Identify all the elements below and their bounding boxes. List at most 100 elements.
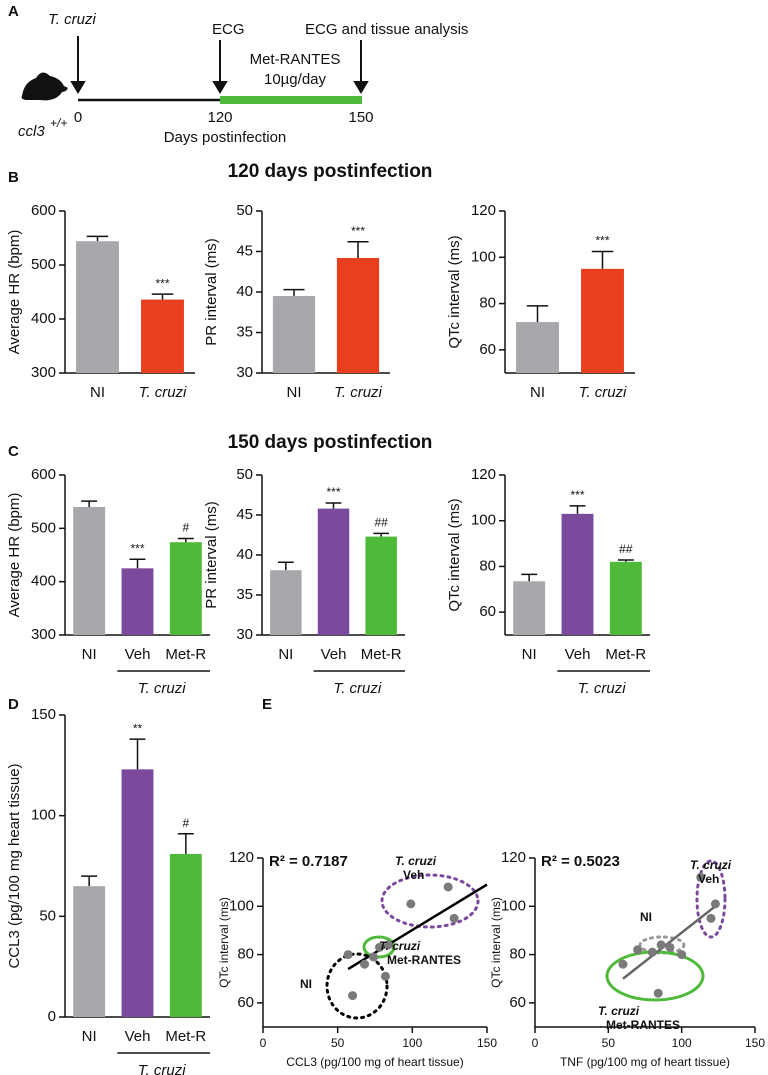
point — [348, 991, 358, 1001]
y-tick-label: 400 — [31, 310, 56, 327]
bar — [516, 322, 559, 373]
point — [677, 950, 687, 960]
bar — [581, 268, 624, 373]
y-tick-label: 30 — [236, 364, 253, 381]
bar — [513, 581, 546, 635]
annotation: R² = 0.5023 — [541, 853, 620, 870]
y-tick-label: 100 — [31, 807, 56, 824]
point — [374, 942, 384, 952]
group-label: NI — [640, 910, 652, 924]
mouse-icon — [21, 72, 68, 101]
group-label: T. cruzi — [379, 939, 421, 953]
y-tick-label: 60 — [479, 603, 496, 620]
y-tick-label: 60 — [509, 994, 526, 1011]
y-tick-label: 35 — [236, 323, 253, 340]
y-tick-label: 80 — [479, 557, 496, 574]
bar — [317, 508, 350, 635]
x-tick-label: T. cruzi — [139, 384, 187, 401]
group-label: T. cruzi — [395, 854, 437, 868]
bar — [365, 536, 397, 635]
point — [449, 913, 459, 923]
y-tick-label: 100 — [501, 897, 526, 914]
arrows — [70, 36, 369, 94]
y-tick-label: 500 — [31, 256, 56, 273]
group-label: Met-RANTES — [387, 953, 461, 967]
bar — [121, 769, 154, 1017]
point — [380, 971, 390, 981]
point — [710, 899, 720, 909]
x-axis-label: TNF (pg/100 mg of heart tissue) — [560, 1055, 730, 1069]
y-tick-label: 60 — [237, 994, 254, 1011]
y-tick-label: 50 — [236, 202, 253, 219]
strain-label: ccl3 — [18, 123, 45, 140]
bar — [73, 886, 106, 1017]
y-tick-label: 35 — [236, 586, 253, 603]
x-tick-label: T. cruzi — [334, 384, 382, 401]
panel-label: A — [8, 3, 19, 20]
group-label: Veh — [403, 868, 424, 882]
y-tick-label: 120 — [501, 849, 526, 866]
point — [360, 959, 370, 969]
annotation: R² = 0.7187 — [269, 853, 348, 870]
significance-label: *** — [130, 541, 144, 555]
y-tick-label: 0 — [48, 1008, 56, 1025]
bar — [169, 853, 202, 1017]
point — [647, 947, 657, 957]
day-label: 0 — [74, 109, 82, 126]
x-tick-label: 0 — [260, 1036, 267, 1050]
y-tick-label: 120 — [471, 466, 496, 483]
point — [706, 913, 716, 923]
bar — [76, 241, 119, 373]
y-tick-label: 40 — [236, 283, 253, 300]
y-tick-label: 30 — [236, 626, 253, 643]
bar — [121, 568, 154, 635]
group-label: T. cruzi — [578, 680, 626, 697]
timeline: T. cruzi ECG ECG and tissue analysis Met… — [18, 11, 468, 146]
y-axis-label: Average HR (bpm) — [6, 493, 23, 618]
x-tick-label: Met-R — [165, 646, 206, 663]
point — [653, 988, 663, 998]
panel-label: D — [8, 696, 19, 713]
point — [383, 940, 393, 950]
exam-label: ECG — [212, 21, 245, 38]
x-tick-label: 50 — [331, 1036, 345, 1050]
significance-label: *** — [595, 234, 609, 248]
x-tick-label: NI — [287, 384, 302, 401]
y-tick-label: 40 — [236, 546, 253, 563]
y-tick-label: 500 — [31, 519, 56, 536]
group-ellipses — [325, 859, 727, 1020]
y-axis-label: QTc interval (ms) — [446, 498, 463, 611]
x-tick-label: Veh — [565, 646, 591, 663]
bar — [270, 570, 302, 635]
x-tick-label: NI — [278, 646, 293, 663]
significance-label: *** — [570, 488, 584, 502]
y-axis-label: QTc interval (ms) — [446, 235, 463, 348]
y-tick-label: 300 — [31, 626, 56, 643]
y-tick-label: 100 — [471, 248, 496, 265]
group-label: NI — [300, 977, 312, 991]
day-label: 150 — [348, 109, 373, 126]
x-tick-label: NI — [530, 384, 545, 401]
y-axis-label: Average HR (bpm) — [6, 230, 23, 355]
x-tick-label: Veh — [125, 646, 151, 663]
bar — [141, 299, 184, 373]
panel-label: C — [8, 443, 19, 460]
y-axis-label: QTc interval (ms) — [489, 897, 503, 988]
dose-label: 10µg/day — [264, 71, 327, 88]
bar — [272, 296, 316, 373]
group-label: T. cruzi — [690, 858, 732, 872]
section-title: 120 days postinfection — [228, 161, 433, 182]
y-tick-label: 100 — [229, 897, 254, 914]
point — [618, 959, 628, 969]
point — [369, 952, 379, 962]
y-tick-label: 50 — [39, 907, 56, 924]
y-tick-label: 400 — [31, 573, 56, 590]
y-tick-label: 60 — [479, 341, 496, 358]
group-label: Veh — [698, 872, 719, 886]
significance-label: # — [182, 816, 189, 830]
y-tick-label: 300 — [31, 364, 56, 381]
x-tick-label: Met-R — [165, 1028, 206, 1045]
x-tick-label: Veh — [125, 1028, 151, 1045]
significance-label: ## — [374, 516, 388, 530]
x-tick-label: Met-R — [605, 646, 646, 663]
